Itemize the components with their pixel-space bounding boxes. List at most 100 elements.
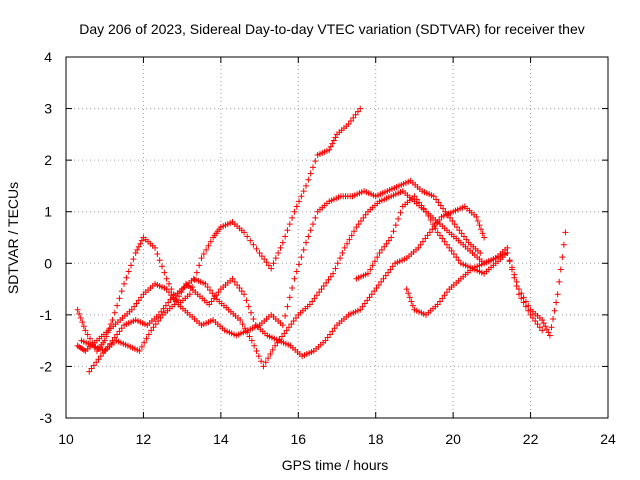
- data-point: [282, 233, 289, 240]
- data-point: [248, 309, 255, 316]
- data-point: [477, 249, 484, 256]
- data-point: [362, 211, 369, 218]
- data-point: [545, 329, 552, 336]
- data-point: [244, 233, 251, 240]
- series-track-2: [74, 177, 484, 354]
- data-point: [138, 294, 145, 301]
- data-point: [258, 358, 265, 365]
- data-point: [354, 108, 361, 115]
- data-point: [425, 212, 432, 219]
- data-point: [208, 298, 215, 305]
- data-point: [261, 256, 268, 263]
- data-point: [79, 319, 86, 326]
- data-point: [348, 232, 355, 239]
- data-point: [451, 221, 458, 228]
- data-point: [327, 143, 334, 150]
- data-point: [309, 221, 316, 228]
- data-point: [306, 301, 313, 308]
- data-point: [430, 221, 437, 228]
- data-point: [408, 298, 415, 305]
- data-point: [80, 323, 87, 330]
- data-point: [118, 288, 125, 295]
- data-point: [130, 256, 137, 263]
- data-point: [248, 337, 255, 344]
- y-tick-label: -3: [40, 410, 53, 426]
- data-point: [347, 117, 354, 124]
- data-point: [453, 254, 460, 261]
- data-point: [529, 314, 536, 321]
- data-point: [329, 328, 336, 335]
- data-point: [323, 279, 330, 286]
- data-point: [417, 241, 424, 248]
- data-point: [454, 224, 461, 231]
- data-point: [330, 270, 337, 277]
- data-point: [387, 266, 394, 273]
- data-point: [427, 216, 434, 223]
- x-tick-label: 24: [600, 431, 616, 447]
- data-point: [553, 299, 560, 306]
- data-point: [413, 196, 420, 203]
- data-point: [395, 215, 402, 222]
- data-point: [207, 287, 214, 294]
- data-point: [520, 299, 527, 306]
- data-point: [479, 230, 486, 237]
- data-point: [542, 323, 549, 330]
- axis-ticks: [65, 56, 609, 419]
- data-point: [534, 321, 541, 328]
- x-tick-labels: 10 12 14 16 18 20 22 24: [58, 431, 616, 447]
- data-points: [74, 105, 569, 375]
- y-tick-labels: -3 -2 -1 0 1 2 3 4: [40, 49, 53, 426]
- data-point: [176, 293, 183, 300]
- data-point: [102, 346, 109, 353]
- data-point: [305, 176, 312, 183]
- data-point: [265, 262, 272, 269]
- data-point: [138, 237, 145, 244]
- data-point: [286, 221, 293, 228]
- data-point: [358, 217, 365, 224]
- data-point: [364, 297, 371, 304]
- data-point: [135, 297, 142, 304]
- data-point: [137, 240, 144, 247]
- data-point: [74, 306, 81, 313]
- data-point: [403, 286, 410, 293]
- data-point: [291, 275, 298, 282]
- data-point: [260, 363, 267, 370]
- data-point: [406, 294, 413, 301]
- data-point: [309, 298, 316, 305]
- y-tick-label: 4: [44, 49, 52, 65]
- data-point: [376, 249, 383, 256]
- data-point: [250, 315, 257, 322]
- data-point: [350, 114, 357, 121]
- data-point: [241, 229, 248, 236]
- data-point: [463, 236, 470, 243]
- data-point: [237, 317, 244, 324]
- data-point: [255, 353, 262, 360]
- data-point: [515, 286, 522, 293]
- data-point: [429, 226, 436, 233]
- y-tick-label: 2: [44, 152, 52, 168]
- data-point: [245, 303, 252, 310]
- data-point: [436, 298, 443, 305]
- plot-frame: [65, 56, 609, 419]
- x-axis-label: GPS time / hours: [282, 457, 389, 473]
- data-point: [360, 214, 367, 221]
- data-point: [97, 353, 104, 360]
- data-point: [165, 289, 172, 296]
- data-point: [141, 339, 148, 346]
- data-point: [207, 238, 214, 245]
- data-point: [313, 292, 320, 299]
- data-point: [90, 362, 97, 369]
- data-point: [101, 337, 108, 344]
- data-point: [351, 228, 358, 235]
- data-point: [246, 333, 253, 340]
- data-point: [87, 335, 94, 342]
- data-point: [244, 329, 251, 336]
- x-tick-label: 10: [58, 431, 74, 447]
- data-point: [170, 295, 177, 302]
- data-point: [284, 303, 291, 310]
- data-point: [562, 229, 569, 236]
- data-point: [419, 238, 426, 245]
- data-point: [269, 346, 276, 353]
- data-point: [283, 327, 290, 334]
